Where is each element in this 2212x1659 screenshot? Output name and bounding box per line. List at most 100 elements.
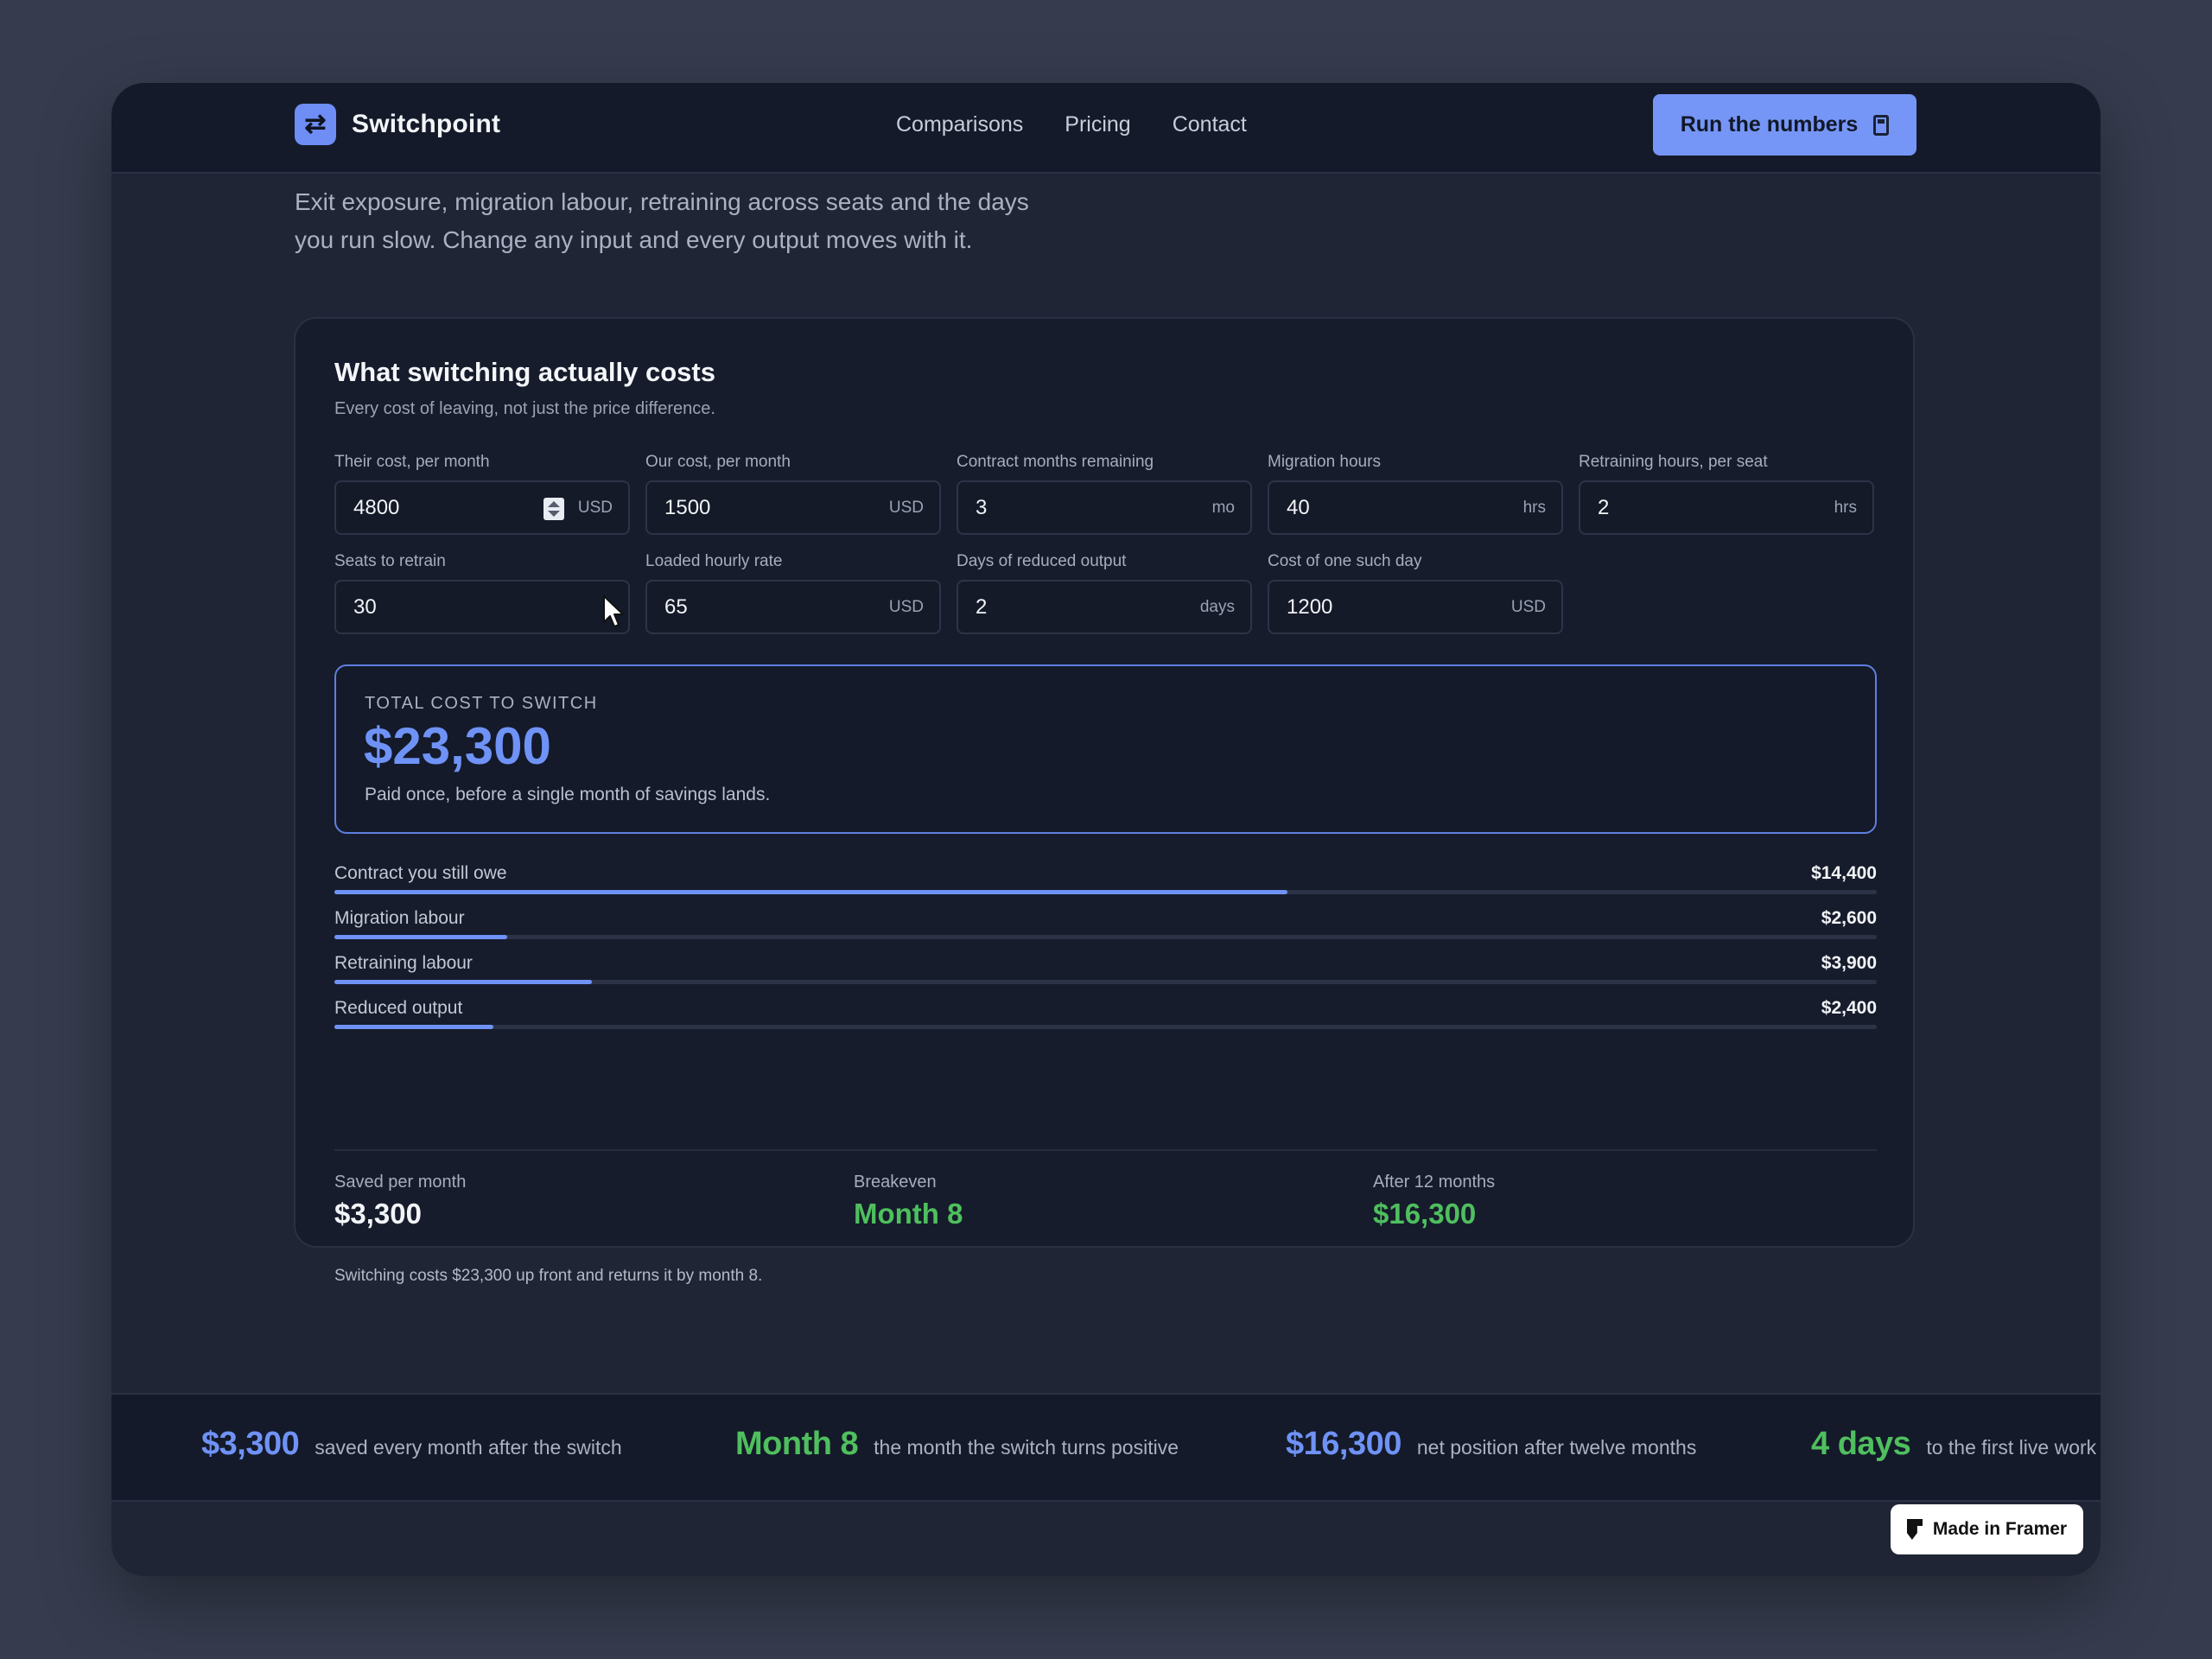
breakdown-label: Retraining labour [334, 953, 473, 973]
stat-label: Breakeven [854, 1173, 937, 1192]
breakdown-fill [334, 980, 593, 984]
breakdown-track [334, 980, 1877, 984]
migration-hours-input[interactable]: 40 hrs [1268, 480, 1563, 535]
ticker-text: saved every month after the switch [315, 1436, 622, 1459]
breakdown-track [334, 1025, 1877, 1029]
field-label: Their cost, per month [334, 453, 490, 471]
seats-input[interactable]: 30 [334, 580, 630, 634]
reduced-output-days-input[interactable]: 2 days [957, 580, 1252, 634]
their-cost-field: Their cost, per month 4800 USD [334, 453, 630, 535]
breakdown-row: Migration labour $2,600 [334, 908, 1877, 953]
field-unit: days [1199, 597, 1235, 616]
total-label: TOTAL COST TO SWITCH [365, 694, 598, 713]
field-unit: USD [577, 498, 613, 517]
contract-months-field: Contract months remaining 3 mo [957, 453, 1252, 535]
reduced-output-days-field: Days of reduced output 2 days [957, 552, 1252, 634]
run-the-numbers-button[interactable]: Run the numbers [1653, 94, 1916, 156]
contract-months-input[interactable]: 3 mo [957, 480, 1252, 535]
stat-label: Saved per month [334, 1173, 467, 1192]
their-cost-input[interactable]: 4800 USD [334, 480, 630, 535]
ticker-text: net position after twelve months [1416, 1436, 1697, 1459]
field-label: Migration hours [1268, 453, 1381, 471]
breakdown-fill [334, 1025, 493, 1029]
stat-value: Month 8 [854, 1198, 963, 1230]
field-value: 4800 [353, 495, 400, 519]
field-label: Retraining hours, per seat [1579, 453, 1768, 471]
breakdown-track [334, 935, 1877, 939]
field-unit: hrs [1834, 498, 1857, 517]
field-value: 40 [1287, 495, 1310, 519]
field-label: Seats to retrain [334, 552, 446, 570]
breakdown-label: Reduced output [334, 998, 463, 1018]
breakdown-amount: $3,900 [1821, 953, 1877, 973]
brand-name: Switchpoint [352, 110, 501, 138]
nav-link-pricing[interactable]: Pricing [1065, 112, 1131, 137]
field-label: Contract months remaining [957, 453, 1154, 471]
field-unit: USD [888, 498, 924, 517]
stat-label: After 12 months [1373, 1173, 1496, 1192]
breakdown-amount: $14,400 [1811, 863, 1877, 883]
field-value: 2 [1598, 495, 1610, 519]
number-stepper-icon[interactable] [543, 498, 564, 520]
calculator-subtitle: Every cost of leaving, not just the pric… [334, 399, 715, 418]
retraining-hours-input[interactable]: 2 hrs [1579, 480, 1874, 535]
brand-logo[interactable]: ⇄ Switchpoint [295, 104, 500, 145]
swap-arrows-icon: ⇄ [295, 104, 336, 145]
calculator-title: What switching actually costs [334, 357, 715, 387]
ticker-item: 4 days to the first live work [1811, 1426, 2096, 1463]
hourly-rate-field: Loaded hourly rate 65 USD [645, 552, 941, 634]
breakdown-fill [334, 935, 507, 939]
breakdown-label: Migration labour [334, 908, 465, 928]
our-cost-input[interactable]: 1500 USD [645, 480, 941, 535]
main-nav: Comparisons Pricing Contact [896, 112, 1247, 137]
framer-badge-label: Made in Framer [1932, 1519, 2068, 1539]
stats-ticker: $3,300 saved every month after the switc… [111, 1393, 2101, 1502]
ticker-value: $16,300 [1286, 1426, 1402, 1462]
intro-lead-line-2: you run slow. Change any input and every… [295, 226, 973, 253]
field-value: 30 [353, 594, 377, 619]
day-cost-input[interactable]: 1200 USD [1268, 580, 1563, 634]
total-note: Paid once, before a single month of savi… [365, 785, 771, 804]
breakdown-label: Contract you still owe [334, 863, 507, 883]
total-cost-panel: TOTAL COST TO SWITCH $23,300 Paid once, … [334, 664, 1877, 834]
ticker-text: the month the switch turns positive [874, 1436, 1179, 1459]
ticker-item: $3,300 saved every month after the switc… [201, 1426, 622, 1463]
retraining-hours-field: Retraining hours, per seat 2 hrs [1579, 453, 1874, 535]
day-cost-field: Cost of one such day 1200 USD [1268, 552, 1563, 634]
made-in-framer-badge[interactable]: Made in Framer [1891, 1504, 2083, 1554]
switching-cost-calculator: What switching actually costs Every cost… [294, 317, 1915, 1285]
calculator-icon [1873, 114, 1890, 136]
breakdown-amount: $2,400 [1821, 998, 1877, 1018]
ticker-value: Month 8 [735, 1426, 859, 1462]
breakdown-amount: $2,600 [1821, 908, 1877, 928]
calculator-summary: Switching costs $23,300 up front and ret… [334, 1267, 763, 1285]
intro-lead-line-1: Exit exposure, migration labour, retrain… [295, 188, 1029, 215]
ticker-item: Month 8 the month the switch turns posit… [735, 1426, 1179, 1463]
cost-breakdown: Contract you still owe $14,400 Migration… [334, 863, 1877, 1043]
stat-after-12-months: After 12 months $16,300 [1373, 1173, 1495, 1230]
our-cost-field: Our cost, per month 1500 USD [645, 453, 941, 535]
field-label: Cost of one such day [1268, 552, 1422, 570]
breakdown-row: Contract you still owe $14,400 [334, 863, 1877, 908]
stat-breakeven: Breakeven Month 8 [854, 1173, 963, 1230]
ticker-value: 4 days [1811, 1426, 1911, 1462]
field-unit: mo [1211, 498, 1235, 517]
field-label: Our cost, per month [645, 453, 791, 471]
ticker-text: to the first live work [1926, 1436, 2097, 1459]
total-value: $23,300 [364, 717, 551, 775]
field-label: Loaded hourly rate [645, 552, 783, 570]
field-value: 1200 [1287, 594, 1333, 619]
field-value: 2 [976, 594, 988, 619]
stat-value: $16,300 [1373, 1198, 1477, 1230]
section-divider [334, 1149, 1877, 1151]
nav-link-contact[interactable]: Contact [1172, 112, 1247, 137]
stat-value: $3,300 [334, 1198, 422, 1230]
hourly-rate-input[interactable]: 65 USD [645, 580, 941, 634]
ticker-item: $16,300 net position after twelve months [1286, 1426, 1696, 1463]
nav-link-comparisons[interactable]: Comparisons [896, 112, 1024, 137]
seats-field: Seats to retrain 30 [334, 552, 630, 634]
field-unit: hrs [1522, 498, 1546, 517]
breakdown-row: Retraining labour $3,900 [334, 953, 1877, 998]
migration-hours-field: Migration hours 40 hrs [1268, 453, 1563, 535]
breakdown-track [334, 890, 1877, 894]
